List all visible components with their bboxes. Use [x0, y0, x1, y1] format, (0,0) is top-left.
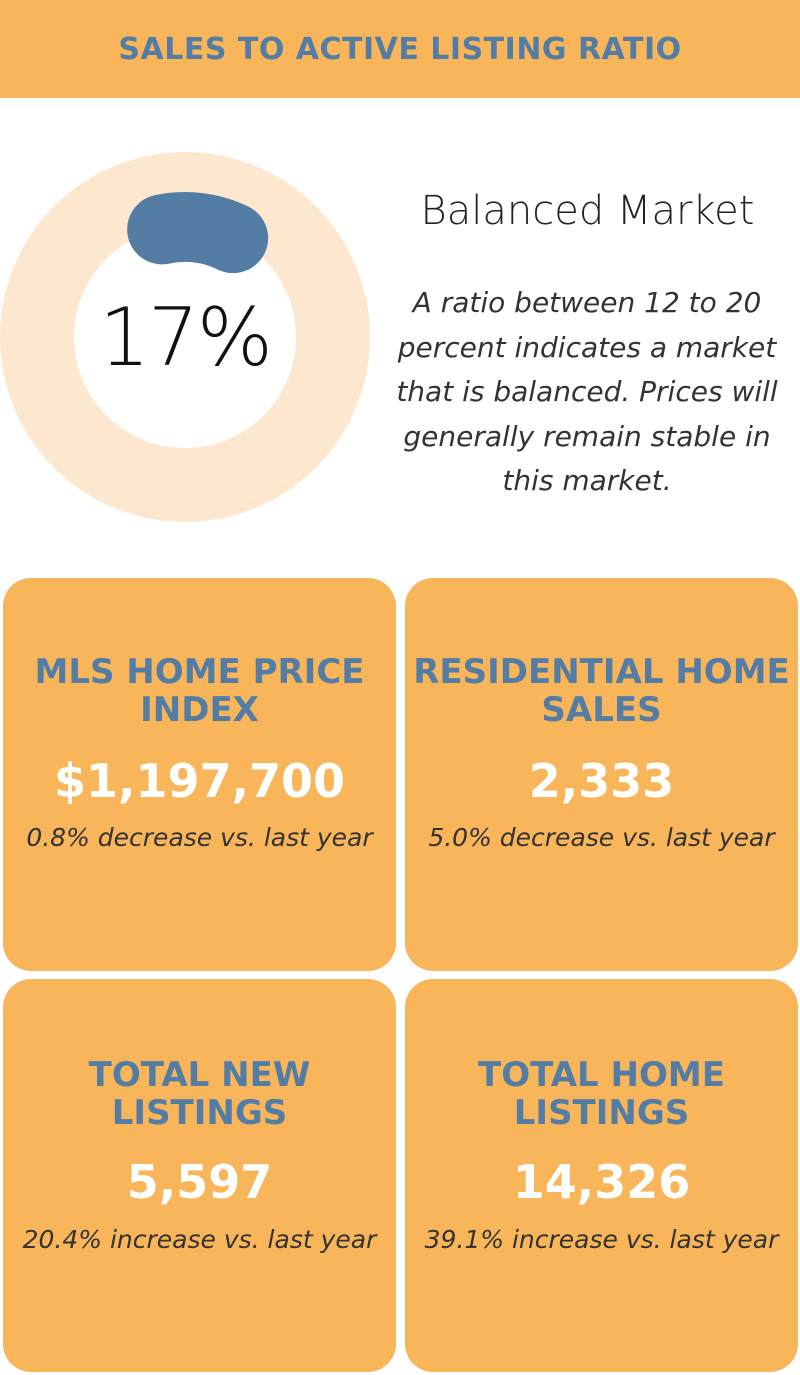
card-value: 14,326	[512, 1155, 691, 1209]
stat-card-total-listings: TOTAL HOME LISTINGS 14,326 39.1% increas…	[405, 979, 798, 1372]
card-change: 39.1% increase vs. last year	[424, 1225, 779, 1254]
ratio-percent-label: 17%	[99, 290, 273, 384]
stat-card-home-sales: RESIDENTIAL HOME SALES 2,333 5.0% decrea…	[405, 578, 798, 971]
card-title: TOTAL NEW LISTINGS	[88, 1055, 311, 1133]
card-value: 5,597	[126, 1155, 273, 1209]
card-title: MLS HOME PRICE INDEX	[34, 652, 365, 730]
stat-card-price-index: MLS HOME PRICE INDEX $1,197,700 0.8% dec…	[3, 578, 396, 971]
card-change: 0.8% decrease vs. last year	[26, 823, 373, 852]
market-description: A ratio between 12 to 20 percent indicat…	[396, 286, 778, 497]
stat-card-new-listings: TOTAL NEW LISTINGS 5,597 20.4% increase …	[3, 979, 396, 1372]
donut-fill-arc	[127, 192, 269, 274]
card-title: TOTAL HOME LISTINGS	[478, 1055, 725, 1133]
card-title: RESIDENTIAL HOME SALES	[413, 652, 790, 730]
donut-track	[0, 152, 370, 522]
ratio-donut-chart	[0, 152, 370, 522]
card-change: 20.4% increase vs. last year	[22, 1225, 377, 1254]
card-value: 2,333	[528, 754, 675, 808]
card-value: $1,197,700	[53, 754, 345, 808]
page-title: SALES TO ACTIVE LISTING RATIO	[118, 31, 682, 67]
market-status-title: Balanced Market	[420, 188, 755, 234]
header-banner: SALES TO ACTIVE LISTING RATIO	[0, 0, 800, 98]
card-change: 5.0% decrease vs. last year	[428, 823, 775, 852]
